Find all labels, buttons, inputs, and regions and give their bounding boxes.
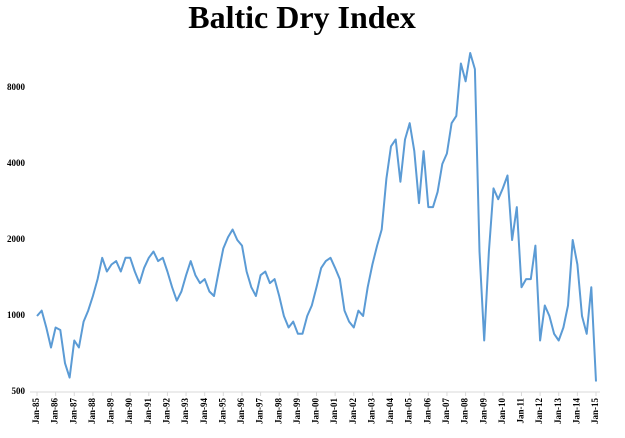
x-tick-label: Jan-89 [106,398,116,425]
x-tick-label: Jan-07 [441,398,451,425]
x-tick-label: Jan-92 [161,398,171,425]
x-tick-label: Jan-99 [292,398,302,425]
x-tick-label: Jan-85 [31,398,41,425]
x-tick-label: Jan-15 [590,398,600,425]
x-tick-label: Jan-06 [422,398,432,425]
y-tick-label: 1000 [7,310,26,320]
x-tick-label: Jan-86 [50,398,60,425]
x-tick-label: Jan-96 [236,398,246,425]
x-tick-label: Jan-95 [217,398,227,425]
x-tick-label: Jan-87 [68,398,78,425]
y-tick-label: 8000 [7,82,26,92]
x-tick-label: Jan-91 [143,398,153,425]
x-tick-label: Jan-04 [385,398,395,425]
chart-title: Baltic Dry Index [188,0,416,35]
y-tick-label: 4000 [7,158,26,168]
x-tick-label: Jan-94 [199,398,209,425]
y-tick-label: 2000 [7,234,26,244]
x-tick-label: Jan-00 [311,398,321,425]
x-tick-label: Jan-02 [348,398,358,425]
x-tick-label: Jan-88 [87,398,97,425]
x-tick-label: Jan-08 [460,398,470,425]
x-tick-label: Jan-01 [329,398,339,425]
x-tick-label: Jan-93 [180,398,190,425]
x-tick-label: Jan-11 [516,398,526,424]
x-tick-label: Jan-03 [366,398,376,425]
x-tick-label: Jan-12 [534,398,544,425]
y-tick-label: 500 [12,386,26,396]
x-tick-label: Jan-05 [404,398,414,425]
x-tick-label: Jan-98 [273,398,283,425]
data-line [36,52,597,382]
x-tick-label: Jan-14 [571,398,581,425]
x-tick-label: Jan-90 [124,398,134,425]
x-tick-label: Jan-97 [255,398,265,425]
x-tick-label: Jan-13 [553,398,563,425]
x-tick-label: Jan-09 [478,398,488,425]
x-tick-label: Jan-10 [497,398,507,425]
